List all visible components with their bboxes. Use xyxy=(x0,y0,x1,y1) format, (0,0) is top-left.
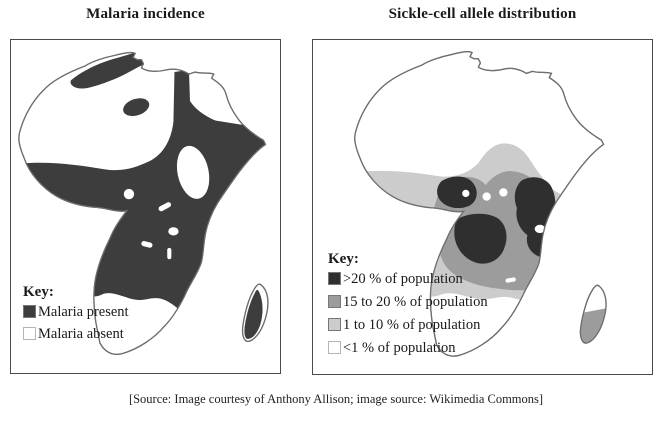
sickle-cell-map xyxy=(354,51,607,357)
key-item-label: Malaria absent xyxy=(38,326,124,342)
malaria-map-panel: Key: Malaria present Malaria absent xyxy=(10,39,281,374)
panel-title-sickle-cell: Sickle-cell allele distribution xyxy=(388,6,577,22)
lt1-swatch xyxy=(328,341,341,354)
africa-outline xyxy=(18,51,269,355)
key-item-1-10: 1 to 10 % of population xyxy=(328,314,488,337)
key-item-gt20: >20 % of population xyxy=(328,268,488,291)
key-heading: Key: xyxy=(328,251,359,267)
madagascar-sickle-region xyxy=(580,308,607,344)
malaria-absent-holes xyxy=(123,145,210,260)
africa-outline xyxy=(354,51,607,357)
malaria-map-key: Key: Malaria present Malaria absent xyxy=(23,283,129,345)
key-item-label: 1 to 10 % of population xyxy=(343,317,481,333)
source-caption: [Source: Image courtesy of Anthony Allis… xyxy=(128,392,544,406)
malaria-map xyxy=(18,51,269,355)
15-20-swatch xyxy=(328,295,341,308)
malaria-present-swatch xyxy=(23,305,36,318)
sickle-cell-map-key: Key: >20 % of population 15 to 20 % of p… xyxy=(328,250,488,360)
key-item-label: >20 % of population xyxy=(343,271,463,287)
gt20-swatch xyxy=(328,272,341,285)
sickle-white-holes xyxy=(462,188,546,292)
key-item-lt1: <1 % of population xyxy=(328,337,488,360)
key-item-malaria-present: Malaria present xyxy=(23,301,129,323)
key-heading: Key: xyxy=(23,284,54,300)
malaria-absent-swatch xyxy=(23,327,36,340)
key-item-label: 15 to 20 % of population xyxy=(343,294,488,310)
key-item-label: Malaria present xyxy=(38,304,129,320)
key-item-malaria-absent: Malaria absent xyxy=(23,323,129,345)
sickle-cell-map-panel: Key: >20 % of population 15 to 20 % of p… xyxy=(312,39,653,375)
key-item-15-20: 15 to 20 % of population xyxy=(328,291,488,314)
1-10-swatch xyxy=(328,318,341,331)
madagascar-malaria-region xyxy=(244,290,263,339)
panel-title-malaria: Malaria incidence xyxy=(86,6,205,22)
key-item-label: <1 % of population xyxy=(343,340,456,356)
